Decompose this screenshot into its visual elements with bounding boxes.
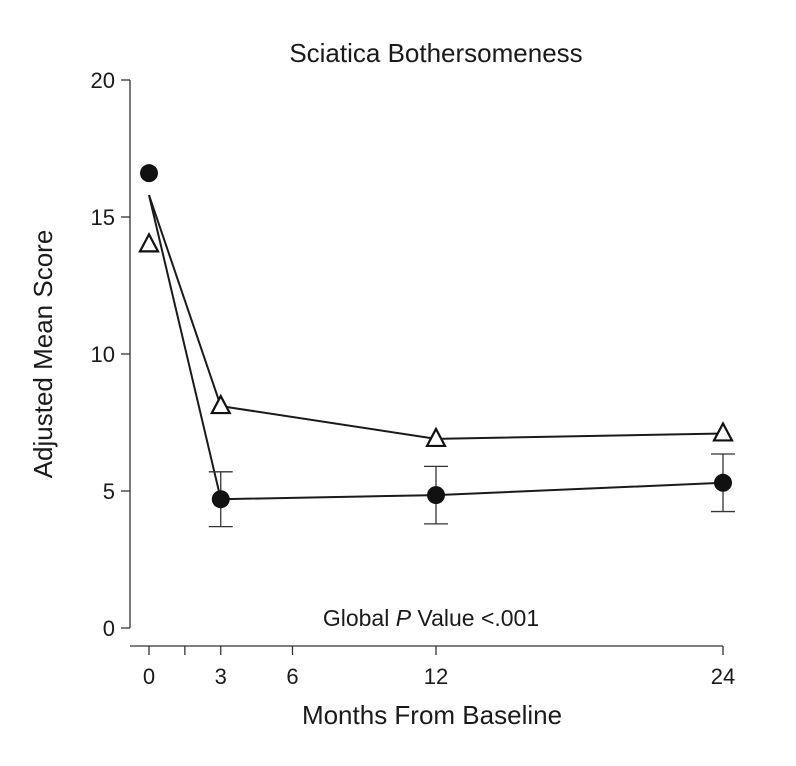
x-tick-label: 0	[143, 664, 155, 689]
plot-series	[138, 164, 735, 528]
data-point-filled-circle	[140, 164, 158, 183]
data-point-filled-circle	[714, 473, 732, 492]
x-tick-label: 3	[215, 664, 227, 689]
data-point-filled-circle	[211, 490, 230, 509]
data-point-open-triangle	[712, 421, 734, 442]
y-axis-ticks: 0 5 10 15 20	[91, 68, 130, 641]
annotation-prefix: Global	[323, 605, 396, 631]
y-tick-label: 20	[91, 68, 115, 93]
y-axis-label: Adjusted Mean Score	[28, 230, 58, 479]
chart-title: Sciatica Bothersomeness	[289, 38, 582, 68]
x-tick-label: 12	[424, 664, 448, 689]
y-tick-label: 0	[103, 616, 115, 641]
x-axis-ticks: 0 3 6 12 24	[143, 646, 735, 689]
x-tick-label: 6	[286, 664, 298, 689]
data-point-open-triangle	[425, 426, 447, 448]
x-axis-label: Months From Baseline	[302, 700, 562, 730]
x-tick-label: 24	[711, 664, 735, 689]
series-1-line	[148, 194, 724, 501]
annotation-suffix: Value <.001	[411, 605, 539, 631]
annotation-italic: P	[396, 605, 412, 631]
y-tick-label: 15	[91, 205, 115, 230]
data-point-open-triangle	[138, 232, 160, 253]
series-2-line	[148, 194, 724, 440]
y-tick-label: 5	[103, 479, 115, 504]
data-point-filled-circle	[427, 486, 445, 505]
y-tick-label: 10	[91, 342, 115, 367]
data-point-open-triangle	[209, 393, 232, 415]
global-p-value-annotation: Global P Value <.001	[323, 605, 539, 631]
